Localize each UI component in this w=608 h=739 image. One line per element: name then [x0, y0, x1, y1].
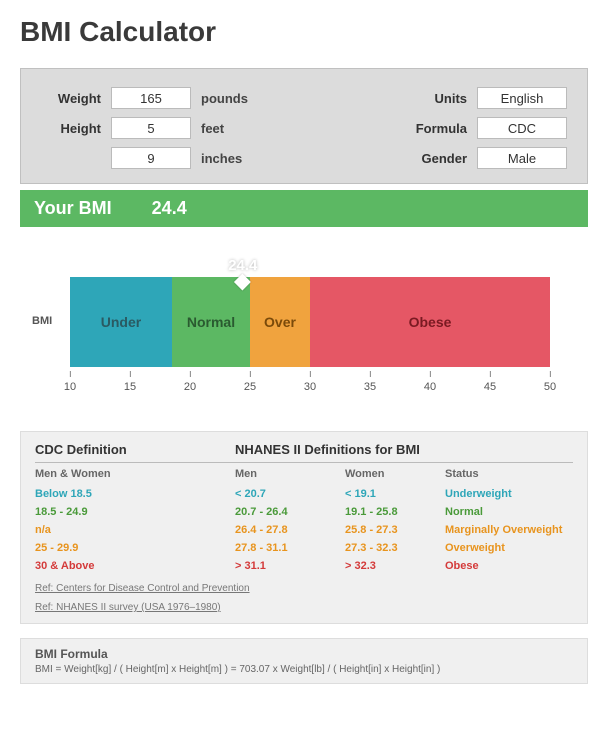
def-cell: Below 18.5 [35, 488, 235, 500]
definition-row: Below 18.5< 20.7< 19.1Underweight [35, 485, 573, 503]
formula-label: Formula [407, 121, 467, 136]
page-title: BMI Calculator [20, 16, 588, 48]
def-cell: < 19.1 [345, 488, 445, 500]
definition-row: 18.5 - 24.920.7 - 26.419.1 - 25.8Normal [35, 503, 573, 521]
definition-row: 25 - 29.927.8 - 31.127.3 - 32.3Overweigh… [35, 539, 573, 557]
def-cell: > 32.3 [345, 560, 445, 572]
def-cell: Obese [445, 560, 573, 572]
input-panel: Weight 165 pounds Height 5 feet 9 inches… [20, 68, 588, 184]
def-cell: 26.4 - 27.8 [235, 524, 345, 536]
definitions-panel: CDC Definition NHANES II Definitions for… [20, 431, 588, 624]
axis-tick: 40 [424, 371, 436, 393]
def-cell: 27.3 - 32.3 [345, 542, 445, 554]
definition-row: 30 & Above> 31.1> 32.3Obese [35, 557, 573, 575]
axis-tick: 45 [484, 371, 496, 393]
axis-tick: 35 [364, 371, 376, 393]
diamond-icon [234, 274, 251, 291]
bmi-chart: BMI UnderNormalOverObese 24.4 10 15 20 25 30 3… [20, 247, 588, 417]
height-inches-unit: inches [201, 151, 242, 166]
def-cell: 25.8 - 27.3 [345, 524, 445, 536]
weight-label: Weight [41, 91, 101, 106]
chart-segment-under: Under [70, 277, 172, 367]
gender-label: Gender [407, 151, 467, 166]
def-cell: Underweight [445, 488, 573, 500]
def-cell: 20.7 - 26.4 [235, 506, 345, 518]
axis-tick: 25 [244, 371, 256, 393]
units-label: Units [407, 91, 467, 106]
def-cell: 19.1 - 25.8 [345, 506, 445, 518]
height-feet-unit: feet [201, 121, 224, 136]
subhead-women: Women [345, 468, 445, 480]
chart-marker: 24.4 [228, 257, 257, 288]
formula-select[interactable]: CDC [477, 117, 567, 139]
chart-segment-over: Over [250, 277, 310, 367]
subhead-status: Status [445, 468, 573, 480]
subhead-men: Men [235, 468, 345, 480]
def-cell: n/a [35, 524, 235, 536]
axis-tick: 20 [184, 371, 196, 393]
height-label: Height [41, 121, 101, 136]
def-cell: Marginally Overweight [445, 524, 573, 536]
formula-text: BMI = Weight[kg] / ( Height[m] x Height[… [35, 664, 573, 675]
def-cell: Normal [445, 506, 573, 518]
weight-input[interactable]: 165 [111, 87, 191, 109]
formula-title: BMI Formula [35, 647, 573, 661]
weight-unit: pounds [201, 91, 248, 106]
cdc-heading: CDC Definition [35, 442, 235, 457]
axis-tick: 30 [304, 371, 316, 393]
height-inches-input[interactable]: 9 [111, 147, 191, 169]
def-cell: 30 & Above [35, 560, 235, 572]
result-label: Your BMI [34, 198, 112, 219]
def-cell: < 20.7 [235, 488, 345, 500]
gender-select[interactable]: Male [477, 147, 567, 169]
units-select[interactable]: English [477, 87, 567, 109]
definition-row: n/a26.4 - 27.825.8 - 27.3Marginally Over… [35, 521, 573, 539]
height-feet-input[interactable]: 5 [111, 117, 191, 139]
chart-segment-normal: Normal [172, 277, 250, 367]
def-cell: Overweight [445, 542, 573, 554]
nhanes-heading: NHANES II Definitions for BMI [235, 442, 420, 457]
marker-label: 24.4 [228, 257, 257, 274]
axis-tick: 15 [124, 371, 136, 393]
axis-tick: 50 [544, 371, 556, 393]
chart-ylabel: BMI [32, 315, 52, 327]
def-cell: 18.5 - 24.9 [35, 506, 235, 518]
reference-link-nhanes[interactable]: Ref: NHANES II survey (USA 1976–1980) [35, 602, 573, 613]
subhead-menwomen: Men & Women [35, 468, 235, 480]
chart-segment-obese: Obese [310, 277, 550, 367]
axis-tick: 10 [64, 371, 76, 393]
def-cell: 25 - 29.9 [35, 542, 235, 554]
def-cell: > 31.1 [235, 560, 345, 572]
formula-panel: BMI Formula BMI = Weight[kg] / ( Height[… [20, 638, 588, 684]
reference-link-cdc[interactable]: Ref: Centers for Disease Control and Pre… [35, 583, 573, 594]
def-cell: 27.8 - 31.1 [235, 542, 345, 554]
result-bar: Your BMI 24.4 [20, 190, 588, 227]
result-value: 24.4 [152, 198, 187, 219]
